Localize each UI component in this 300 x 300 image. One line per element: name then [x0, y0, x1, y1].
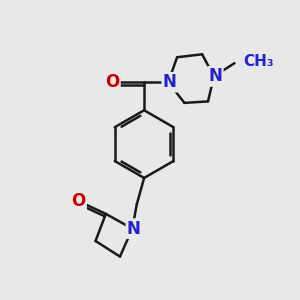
Text: O: O [105, 73, 119, 91]
Text: N: N [208, 68, 222, 85]
Text: CH₃: CH₃ [243, 54, 274, 69]
Text: O: O [71, 192, 85, 210]
Text: N: N [163, 73, 177, 91]
Text: N: N [127, 220, 141, 238]
